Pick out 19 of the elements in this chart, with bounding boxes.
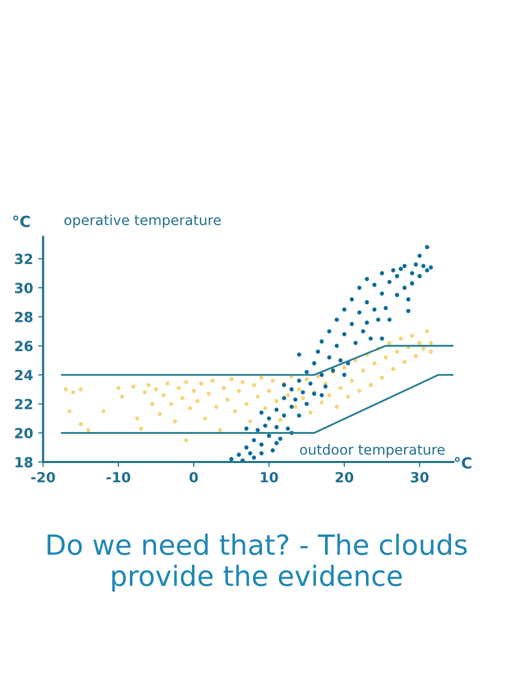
y-axis-title: operative temperature [64,214,221,228]
x-tick-label: 10 [260,472,278,482]
x-axis-title: outdoor temperature [300,444,445,458]
x-tick-label: -10 [106,472,130,482]
text: Do we need that? - The clouds provide the evidence [48,534,467,592]
y-tick-label: 22 [15,398,32,410]
text: °C [13,216,30,228]
y-tick-label: 20 [15,428,33,438]
y-tick-label: 30 [14,282,33,294]
x-tick-label: 30 [410,472,429,482]
x-tick-label: 20 [336,472,354,482]
text: °C [454,457,472,469]
x-tick-label: -20 [31,472,55,482]
y-tick-label: 32 [14,254,32,264]
x-tick-label: 0 [190,472,198,482]
y-tick-label: 18 [16,456,33,468]
y-tick-label: 26 [15,340,33,352]
y-tick-label: 24 [15,370,33,380]
y-tick-label: 28 [15,312,33,322]
